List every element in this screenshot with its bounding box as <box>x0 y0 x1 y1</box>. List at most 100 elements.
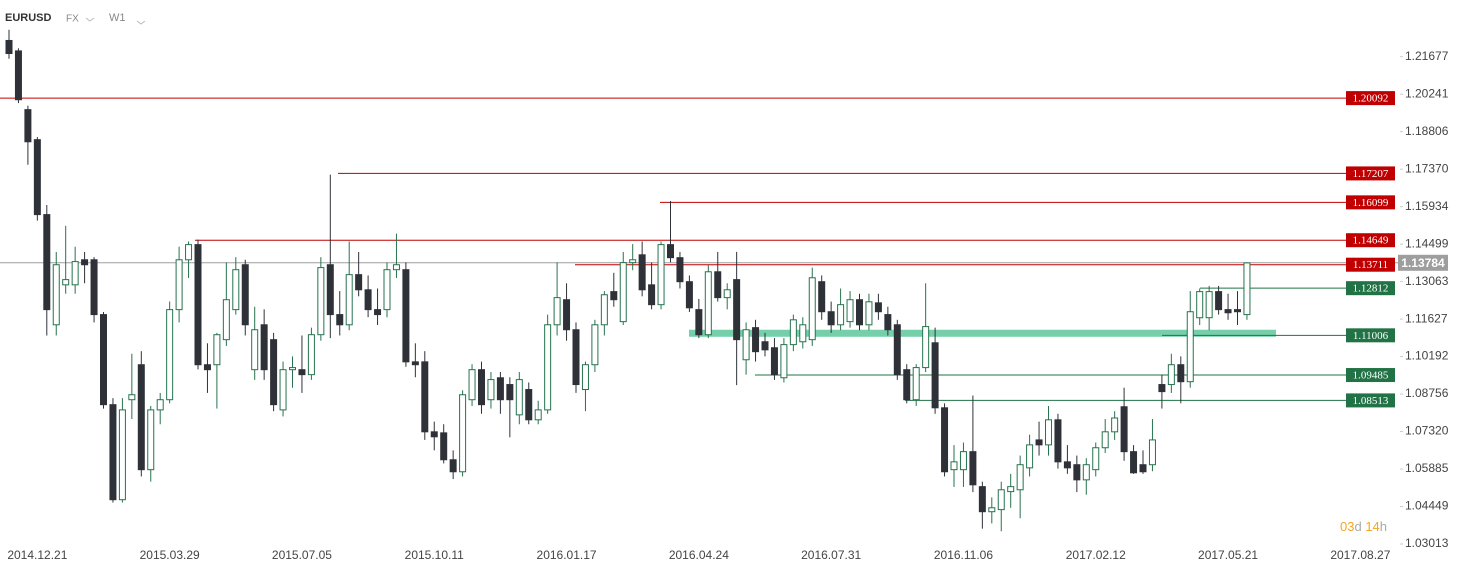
y-tick-label: 1.20241 <box>1405 86 1449 100</box>
candle-body <box>581 364 589 391</box>
y-tick-label: 1.13063 <box>1405 274 1449 288</box>
candle-body <box>109 404 117 501</box>
candle-body <box>1186 311 1194 383</box>
candle-body <box>638 254 646 291</box>
candle-body <box>364 289 372 311</box>
current-price-label: 1.13784 <box>1401 256 1445 270</box>
candle-body <box>1234 309 1241 313</box>
y-tick-label: 1.04449 <box>1405 499 1449 513</box>
level-label-box <box>1346 368 1395 383</box>
y-tick-label: 1.17370 <box>1405 161 1449 175</box>
candle-body <box>950 461 958 471</box>
candle-body <box>71 261 79 286</box>
candle-body <box>997 489 1005 511</box>
candle-body <box>298 369 306 376</box>
candle-body <box>1073 464 1081 481</box>
candle-body <box>156 399 164 411</box>
candle-body <box>232 269 240 311</box>
candle-body <box>374 309 382 316</box>
candle-body <box>203 364 211 371</box>
market: FX <box>66 14 79 25</box>
candle-body <box>1167 364 1175 386</box>
candle-body <box>799 324 807 343</box>
candle-body <box>1130 451 1138 474</box>
level-label: 1.17207 <box>1353 168 1389 180</box>
candle-body <box>43 214 51 311</box>
candle-body <box>52 264 60 326</box>
y-tick-label: 1.18806 <box>1405 124 1449 138</box>
candle-body <box>128 394 136 401</box>
y-tick-label: 1.21677 <box>1405 49 1449 63</box>
candle-body <box>1158 384 1166 393</box>
x-tick-label: 2015.03.29 <box>140 548 200 562</box>
candle-body <box>1205 291 1213 319</box>
dropdown-caret[interactable] <box>136 20 146 25</box>
x-tick-label: 2014.12.21 <box>7 548 67 562</box>
candle-body <box>1177 364 1185 383</box>
candle-body <box>912 367 920 401</box>
candle-body <box>1196 291 1204 319</box>
candle-body <box>827 311 835 326</box>
candle-body <box>591 324 599 366</box>
interval[interactable]: W1 <box>109 12 126 24</box>
candle-body <box>270 339 278 406</box>
support-zone <box>689 329 1276 337</box>
candle-body <box>1243 262 1251 316</box>
candle-body <box>411 361 419 366</box>
symbol[interactable]: EURUSD <box>5 12 52 24</box>
level-label: 1.11006 <box>1353 330 1389 342</box>
candle-body <box>345 274 353 326</box>
candle-body <box>478 369 485 406</box>
candle-body <box>251 329 259 371</box>
level-label-box <box>1346 393 1395 408</box>
candle-body <box>506 384 514 401</box>
candle-body <box>1016 464 1024 491</box>
candle-body <box>865 301 873 326</box>
candle-body <box>383 269 391 311</box>
level-label: 1.09485 <box>1353 370 1389 382</box>
candle-body <box>903 369 911 401</box>
candle-body <box>780 344 788 379</box>
candle-body <box>33 139 41 216</box>
candle-body <box>166 309 174 401</box>
candle-body <box>62 279 70 286</box>
candle-body <box>317 267 325 336</box>
x-tick-label: 2016.11.06 <box>934 548 993 562</box>
candle-body <box>1082 464 1090 481</box>
candle-body <box>733 279 741 341</box>
candle-body <box>874 302 882 313</box>
candle-body <box>496 377 504 401</box>
level-label-box <box>1346 233 1395 248</box>
candle-body <box>1054 419 1062 463</box>
candle-body <box>468 369 476 401</box>
x-tick-label: 2016.04.24 <box>669 548 729 562</box>
x-tick-label: 2017.08.27 <box>1330 548 1390 562</box>
candle-body <box>147 409 155 471</box>
level-label-box <box>1346 281 1395 296</box>
level-label: 1.16099 <box>1353 197 1389 209</box>
candle-body <box>1120 406 1128 453</box>
candle-body <box>222 299 230 341</box>
candle-body <box>213 334 221 366</box>
candle-body <box>1063 461 1071 469</box>
candle-body <box>1139 464 1147 473</box>
candle-body <box>761 341 769 351</box>
x-tick-label: 2015.10.11 <box>405 548 464 562</box>
candle-body <box>714 271 722 299</box>
candle-body <box>440 432 448 461</box>
x-tick-label: 2016.07.31 <box>801 548 861 562</box>
level-label: 1.20092 <box>1353 93 1389 105</box>
candle-body <box>648 284 656 306</box>
candle-body <box>941 407 949 473</box>
candle-body <box>988 507 996 513</box>
x-tick-label: 2015.07.05 <box>272 548 332 562</box>
candle-body <box>100 314 107 406</box>
dropdown-caret[interactable] <box>85 17 95 22</box>
candle-body <box>1101 431 1109 449</box>
candle-body <box>1007 486 1015 493</box>
candle-body <box>430 431 438 438</box>
candle-body <box>629 259 637 264</box>
candle-body <box>818 281 826 313</box>
candle-body <box>421 361 429 433</box>
